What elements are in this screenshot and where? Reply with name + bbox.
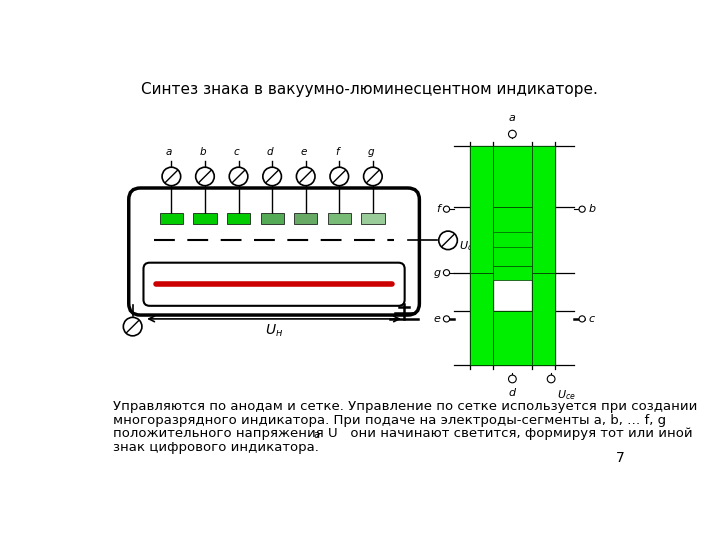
Circle shape: [547, 375, 555, 383]
Text: e: e: [433, 314, 441, 324]
Text: c: c: [588, 314, 595, 324]
Bar: [194, 213, 217, 224]
Bar: [493, 146, 532, 207]
Text: f: f: [335, 147, 339, 157]
Circle shape: [444, 269, 449, 276]
Bar: [261, 213, 284, 224]
FancyBboxPatch shape: [143, 262, 405, 306]
Text: b: b: [588, 204, 595, 214]
Circle shape: [438, 231, 457, 249]
Bar: [361, 213, 384, 224]
Bar: [469, 146, 493, 273]
Bar: [493, 232, 532, 247]
Bar: [532, 273, 555, 365]
Circle shape: [579, 206, 585, 212]
Text: d: d: [266, 147, 273, 157]
Text: $U_c$: $U_c$: [459, 240, 473, 253]
Circle shape: [579, 316, 585, 322]
Bar: [227, 213, 250, 224]
Bar: [469, 273, 493, 365]
Circle shape: [444, 316, 449, 322]
Bar: [493, 207, 532, 273]
Circle shape: [444, 206, 449, 212]
Text: d: d: [509, 388, 516, 398]
Text: e: e: [300, 147, 307, 157]
Text: f: f: [436, 204, 441, 214]
Bar: [328, 213, 351, 224]
Circle shape: [297, 167, 315, 186]
Circle shape: [196, 167, 215, 186]
Text: b: b: [199, 147, 206, 157]
Bar: [294, 213, 318, 224]
Text: a: a: [313, 430, 319, 440]
Bar: [532, 146, 555, 273]
Text: a: a: [509, 112, 516, 123]
Bar: [532, 146, 555, 273]
Bar: [493, 266, 532, 280]
Bar: [160, 213, 183, 224]
Text: 7: 7: [616, 451, 625, 465]
Circle shape: [263, 167, 282, 186]
Circle shape: [229, 167, 248, 186]
Text: g: g: [367, 147, 374, 157]
FancyBboxPatch shape: [129, 188, 419, 315]
Text: c: c: [233, 147, 239, 157]
Text: Синтез знака в вакуумно-люминесцентном индикаторе.: Синтез знака в вакуумно-люминесцентном и…: [140, 82, 598, 97]
Bar: [493, 146, 532, 207]
Bar: [493, 311, 532, 365]
Bar: [469, 146, 493, 273]
Circle shape: [162, 167, 181, 186]
Text: Управляются по анодам и сетке. Управление по сетке используется при создании: Управляются по анодам и сетке. Управлени…: [113, 400, 698, 413]
Circle shape: [123, 318, 142, 336]
Circle shape: [508, 130, 516, 138]
Text: положительного напряжения U   они начинают светится, формируя тот или иной: положительного напряжения U они начинают…: [113, 428, 693, 441]
Text: $U_н$: $U_н$: [265, 323, 283, 339]
Text: $U_{ce}$: $U_{ce}$: [557, 388, 576, 402]
Text: знак цифрового индикатора.: знак цифрового индикатора.: [113, 441, 319, 454]
Circle shape: [364, 167, 382, 186]
Circle shape: [508, 375, 516, 383]
Text: g: g: [433, 268, 441, 278]
Text: a: a: [166, 147, 172, 157]
Circle shape: [330, 167, 348, 186]
Text: многоразрядного индикатора. При подаче на электроды-сегменты a, b, … f, g: многоразрядного индикатора. При подаче н…: [113, 414, 667, 427]
